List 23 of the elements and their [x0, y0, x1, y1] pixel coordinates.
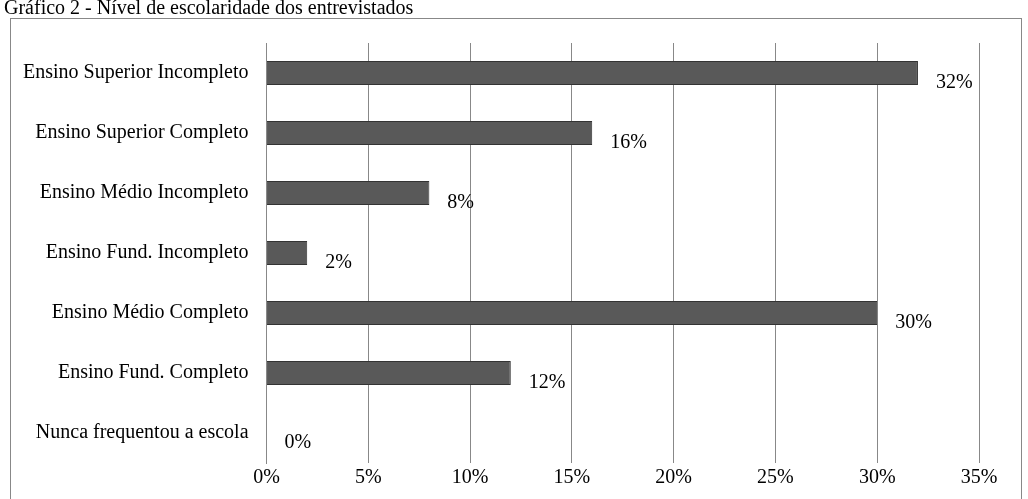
y-tick-label: Ensino Superior Incompleto: [22, 60, 249, 84]
data-label: 8%: [447, 190, 475, 213]
chart-title: Gráfico 2 - Nível de escolaridade dos entrevistados: [4, 0, 414, 19]
data-label: 12%: [528, 370, 566, 393]
data-label: 0%: [284, 430, 312, 453]
data-label: 30%: [895, 310, 932, 333]
x-tick-label: 30%: [858, 465, 896, 488]
x-tick-label: 35%: [960, 465, 998, 488]
x-tick-label: 0%: [253, 465, 280, 488]
y-tick-label: Ensino Fund. Completo: [57, 360, 249, 384]
x-tick-label: 25%: [757, 465, 794, 488]
x-tick-label: 15%: [553, 465, 591, 488]
x-tick-label: 10%: [451, 465, 489, 488]
data-label: 32%: [935, 70, 973, 93]
y-tick-label: Nunca frequentou a escola: [35, 420, 249, 444]
y-tick-label: Ensino Fund. Incompleto: [45, 240, 249, 264]
y-tick-label: Ensino Superior Completo: [35, 120, 249, 144]
data-label: 2%: [325, 250, 352, 273]
x-tick-label: 20%: [655, 465, 692, 488]
y-tick-label: Ensino Médio Incompleto: [39, 180, 249, 204]
data-label: 16%: [610, 130, 647, 153]
x-tick-label: 5%: [354, 465, 382, 488]
y-tick-label: Ensino Médio Completo: [51, 300, 249, 324]
